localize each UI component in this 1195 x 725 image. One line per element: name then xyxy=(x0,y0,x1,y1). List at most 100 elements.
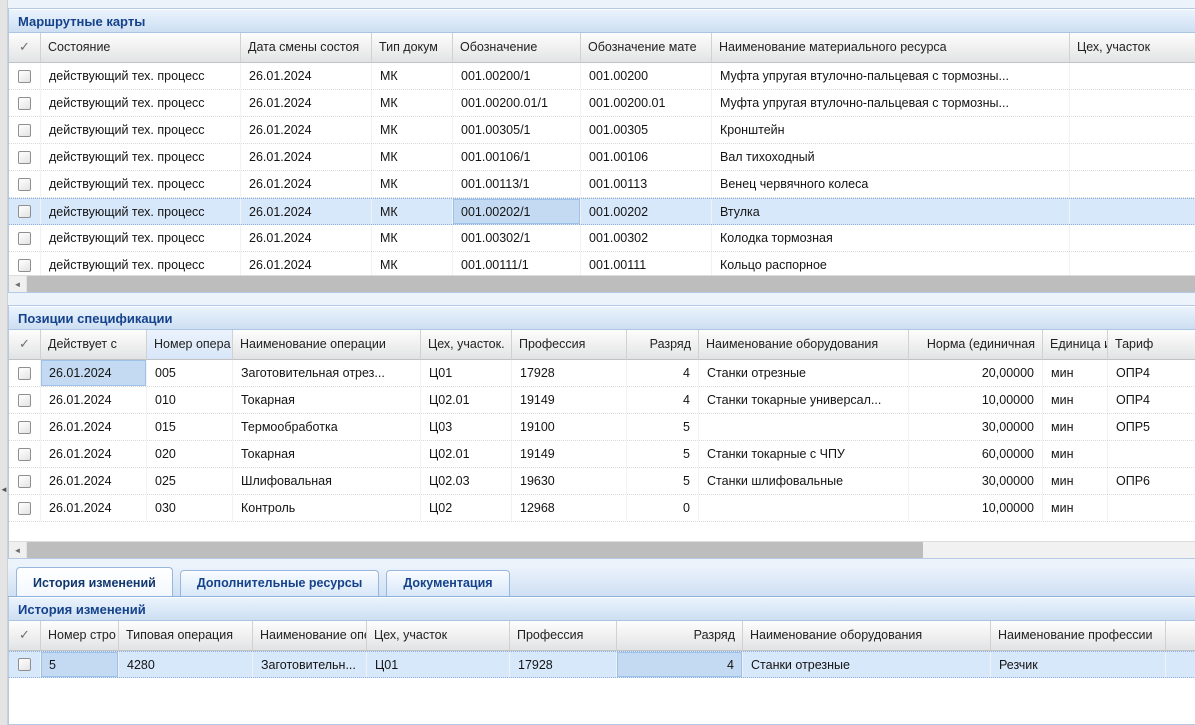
table-cell[interactable]: 26.01.2024 xyxy=(241,171,372,197)
table-cell[interactable]: Венец червячного колеса xyxy=(712,171,1070,197)
table-cell[interactable]: 001.00106/1 xyxy=(453,144,581,170)
table-cell[interactable]: МК xyxy=(372,90,453,116)
table-cell[interactable]: действующий тех. процесс xyxy=(41,252,241,275)
table-cell[interactable]: 26.01.2024 xyxy=(241,225,372,251)
table-cell[interactable]: Токарная xyxy=(233,441,421,467)
table-cell[interactable]: 26.01.2024 xyxy=(241,90,372,116)
table-cell[interactable]: МК xyxy=(372,63,453,89)
column-header[interactable]: Дата смены состоя xyxy=(241,33,372,63)
table-cell[interactable]: 030 xyxy=(147,495,233,521)
table-cell[interactable]: 12968 xyxy=(512,495,627,521)
column-header[interactable]: Профессия xyxy=(510,621,617,651)
column-header[interactable]: Состояние xyxy=(41,33,241,63)
table-cell[interactable]: действующий тех. процесс xyxy=(41,117,241,143)
table-cell[interactable] xyxy=(1070,252,1195,275)
table-cell[interactable] xyxy=(1070,90,1195,116)
table-cell[interactable]: Станки отрезные xyxy=(743,652,991,677)
table-row[interactable]: 26.01.2024 015 Термообработка Ц03 19100 5 30,0… xyxy=(9,414,1195,441)
table-cell[interactable]: Муфта упругая втулочно-пальцевая с тормо… xyxy=(712,90,1070,116)
table-cell[interactable]: 10,00000 xyxy=(909,495,1043,521)
table-cell[interactable]: действующий тех. процесс xyxy=(41,199,241,224)
table-cell[interactable]: МК xyxy=(372,144,453,170)
table-cell[interactable]: 17928 xyxy=(512,360,627,386)
table-cell[interactable]: 001.00305 xyxy=(581,117,712,143)
table-cell[interactable]: Втулка xyxy=(712,199,1070,224)
row-checkbox[interactable] xyxy=(18,96,31,110)
table-cell[interactable]: Станки токарные с ЧПУ xyxy=(699,441,909,467)
table-cell[interactable]: Резчик xyxy=(991,652,1166,677)
row-checkbox[interactable] xyxy=(18,366,31,380)
table-cell[interactable]: Токарная xyxy=(233,387,421,413)
table-cell[interactable]: действующий тех. процесс xyxy=(41,90,241,116)
collapse-left-arrow-icon[interactable]: ◄ xyxy=(0,485,8,494)
hscroll-thumb[interactable] xyxy=(27,542,923,558)
table-cell[interactable]: 26.01.2024 xyxy=(41,495,147,521)
table-cell[interactable]: Станки шлифовальные xyxy=(699,468,909,494)
table-cell[interactable]: 015 xyxy=(147,414,233,440)
table-cell[interactable]: 26.01.2024 xyxy=(241,144,372,170)
table-cell[interactable]: действующий тех. процесс xyxy=(41,63,241,89)
table-row[interactable]: 26.01.2024 025 Шлифовальная Ц02.03 19630 5 Ста… xyxy=(9,468,1195,495)
table-row[interactable]: 26.01.2024 005 Заготовительная отрез... Ц01… xyxy=(9,360,1195,387)
table-cell[interactable]: Ц02.01 xyxy=(421,387,512,413)
hscroll-left-button[interactable]: ◄ xyxy=(9,276,27,292)
row-checkbox[interactable] xyxy=(18,205,31,218)
column-header[interactable]: Тариф xyxy=(1108,330,1195,360)
table-cell[interactable]: Ц03 xyxy=(421,414,512,440)
table-row[interactable]: действующий тех. процесс 26.01.2024 МК 001.… xyxy=(9,63,1195,90)
table-cell[interactable]: ОПР5 xyxy=(1108,414,1195,440)
table-cell[interactable]: Ц02.03 xyxy=(421,468,512,494)
table-cell[interactable] xyxy=(1108,495,1195,521)
table-cell[interactable]: 5 xyxy=(627,414,699,440)
table-row[interactable]: действующий тех. процесс 26.01.2024 МК 001.… xyxy=(9,225,1195,252)
hscroll-thumb[interactable] xyxy=(27,276,1195,292)
table-cell[interactable]: 26.01.2024 xyxy=(41,414,147,440)
table-cell[interactable]: 0 xyxy=(627,495,699,521)
row-checkbox[interactable] xyxy=(18,258,31,272)
table-cell[interactable]: 001.00202 xyxy=(581,199,712,224)
table-cell[interactable]: 001.00111/1 xyxy=(453,252,581,275)
table-cell[interactable]: 10,00000 xyxy=(909,387,1043,413)
table-cell[interactable] xyxy=(1070,63,1195,89)
table-cell[interactable]: действующий тех. процесс xyxy=(41,144,241,170)
table-cell[interactable]: Ц01 xyxy=(421,360,512,386)
table-cell[interactable]: мин xyxy=(1043,495,1108,521)
table-cell[interactable]: 26.01.2024 xyxy=(41,387,147,413)
column-header[interactable]: Разряд xyxy=(617,621,743,651)
table-cell[interactable]: 4 xyxy=(627,387,699,413)
column-header[interactable]: Обозначение мате xyxy=(581,33,712,63)
row-checkbox[interactable] xyxy=(18,231,31,245)
table-row[interactable]: действующий тех. процесс 26.01.2024 МК 001.… xyxy=(9,198,1195,225)
tab-documentation[interactable]: Документация xyxy=(386,570,510,596)
spec-grid-hscrollbar[interactable]: ◄ xyxy=(9,541,1195,558)
column-header[interactable]: Единица и xyxy=(1043,330,1108,360)
table-cell[interactable]: 5 xyxy=(41,652,119,677)
table-cell[interactable] xyxy=(1070,171,1195,197)
table-row[interactable]: 26.01.2024 030 Контроль Ц02 12968 0 10,00000 ми… xyxy=(9,495,1195,522)
table-cell[interactable]: Колодка тормозная xyxy=(712,225,1070,251)
table-cell[interactable]: 26.01.2024 xyxy=(41,468,147,494)
table-row[interactable]: действующий тех. процесс 26.01.2024 МК 001.… xyxy=(9,117,1195,144)
column-header[interactable]: Номер стро xyxy=(41,621,119,651)
table-cell[interactable]: 025 xyxy=(147,468,233,494)
select-all-header[interactable]: ✓ xyxy=(9,330,41,360)
column-header[interactable]: Номер опера xyxy=(147,330,233,360)
table-cell[interactable]: 001.00202/1 xyxy=(453,199,581,224)
table-cell[interactable]: Станки токарные универсал... xyxy=(699,387,909,413)
table-cell[interactable]: 001.00302 xyxy=(581,225,712,251)
table-row[interactable]: действующий тех. процесс 26.01.2024 МК 001.… xyxy=(9,252,1195,275)
table-cell[interactable]: Муфта упругая втулочно-пальцевая с тормо… xyxy=(712,63,1070,89)
table-cell[interactable]: 001.00113 xyxy=(581,171,712,197)
row-checkbox[interactable] xyxy=(18,420,31,434)
table-cell[interactable]: 26.01.2024 xyxy=(41,360,147,386)
table-cell[interactable]: МК xyxy=(372,199,453,224)
left-panel-splitter[interactable]: ◄ xyxy=(0,0,8,725)
table-row[interactable]: 26.01.2024 010 Токарная Ц02.01 19149 4 Станки … xyxy=(9,387,1195,414)
table-cell[interactable]: ОПР6 xyxy=(1108,468,1195,494)
row-checkbox[interactable] xyxy=(18,447,31,461)
table-cell[interactable]: мин xyxy=(1043,441,1108,467)
table-cell[interactable]: Вал тихоходный xyxy=(712,144,1070,170)
table-cell[interactable]: 60,00000 xyxy=(909,441,1043,467)
column-header[interactable]: Цех, участок xyxy=(367,621,510,651)
table-cell[interactable]: Кронштейн xyxy=(712,117,1070,143)
